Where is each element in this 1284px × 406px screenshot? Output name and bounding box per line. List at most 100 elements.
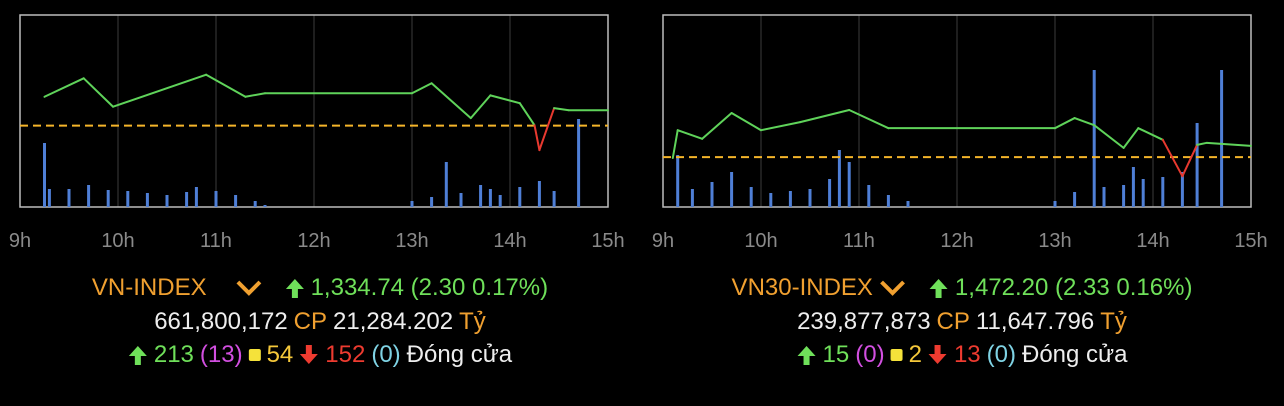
- volume-bar: [1141, 179, 1145, 207]
- volume-bar: [1122, 185, 1126, 207]
- price-line: [205, 73, 247, 98]
- volume-bar: [749, 187, 753, 207]
- volume-bar: [847, 162, 851, 207]
- index-name: VN30-INDEX: [731, 274, 873, 301]
- price-line: [1122, 127, 1140, 149]
- volume-bar: [676, 155, 680, 207]
- volume-bar: [194, 187, 198, 207]
- summary-row: VN30-INDEX 1,472.20 (2.33 0.16%): [732, 274, 1193, 302]
- volume-bar: [710, 182, 714, 207]
- volume-bar: [518, 187, 522, 207]
- summary-row: VN-INDEX 1,334.74 (2.30 0.17%): [92, 274, 548, 302]
- summary-row: 15 (0) 2 13 (0) Đóng cửa: [797, 341, 1128, 369]
- volume-bar: [886, 195, 890, 207]
- volume-bar: [253, 201, 257, 207]
- volume-bar: [1195, 123, 1199, 207]
- volume-bar: [552, 191, 556, 207]
- summary-row: 661,800,172 CP 21,284.202 Tỷ: [154, 308, 486, 336]
- chevron[interactable]: [879, 279, 907, 297]
- flat-icon: [248, 349, 261, 361]
- down-arrow: [928, 345, 947, 364]
- index-change: 1,472.20 (2.33 0.16%): [954, 274, 1193, 301]
- volume-bar: [730, 172, 734, 207]
- x-tick-label: 11h: [200, 230, 232, 252]
- price-line: [469, 94, 492, 120]
- volume-bar: [1053, 201, 1057, 207]
- price-line: [1137, 127, 1164, 141]
- volume-bar: [1180, 172, 1184, 207]
- down-arrow: [300, 345, 319, 364]
- x-tick-label: 12h: [940, 230, 973, 252]
- volume-bar: [906, 201, 910, 207]
- x-tick-label: 14h: [493, 230, 526, 252]
- chevron[interactable]: [235, 279, 263, 297]
- ceiling-count: (0): [855, 341, 885, 368]
- price-line: [1073, 117, 1096, 127]
- volume-bar: [165, 195, 169, 207]
- price-line: [82, 77, 115, 108]
- price-line: [1181, 143, 1199, 178]
- x-tick-label: 10h: [101, 230, 134, 252]
- x-tick-label: 9h: [652, 230, 674, 252]
- volume-bar: [459, 193, 463, 207]
- unchanged: 54: [266, 341, 294, 368]
- flat-icon: [890, 349, 903, 361]
- x-tick-label: 15h: [591, 230, 624, 252]
- volume-bar: [1092, 70, 1096, 207]
- price-line: [730, 112, 762, 132]
- price-line: [411, 82, 433, 95]
- volume-bar: [126, 191, 130, 207]
- decliners: 152: [325, 341, 366, 368]
- plot-frame: [662, 14, 1252, 208]
- volume-bar: [769, 193, 773, 207]
- volume-bar: [87, 185, 91, 207]
- price-line: [1205, 141, 1252, 147]
- volume-bar: [214, 191, 218, 207]
- price-line: [533, 124, 541, 152]
- price-line: [671, 129, 679, 159]
- up-arrow: [128, 346, 147, 365]
- charts: 9h 10h 11h 12h 13h 14h 15h 9h 10h 11h 12h 13h 14h 15h: [9, 14, 1268, 252]
- trade-value: 11,647.796: [975, 308, 1095, 335]
- unit-cp: CP: [293, 308, 328, 335]
- volume-bar: [185, 192, 189, 207]
- up-arrow: [285, 279, 304, 298]
- trade-volume: 661,800,172: [154, 308, 288, 335]
- x-tick-label: 15h: [1234, 230, 1267, 252]
- volume-bar: [537, 181, 541, 207]
- price-line: [538, 107, 556, 152]
- volume-bar: [106, 190, 110, 207]
- price-line: [430, 82, 472, 120]
- volume-bar: [867, 185, 871, 207]
- status: Đóng cửa: [1021, 341, 1128, 368]
- unit-cp: CP: [936, 308, 970, 335]
- volume-bar: [690, 189, 694, 207]
- x-tick-label: 13h: [1038, 230, 1071, 252]
- price-line: [1196, 141, 1208, 146]
- floor-count: (0): [986, 341, 1016, 368]
- volume-bar: [43, 143, 46, 207]
- price-line: [518, 102, 536, 127]
- price-line: [553, 107, 570, 112]
- unit-ty: Tỷ: [1100, 308, 1127, 335]
- decliners: 13: [953, 341, 981, 368]
- summary-row: 239,877,873 CP 11,647.796 Tỷ: [797, 308, 1127, 336]
- volume-bar: [234, 195, 238, 207]
- volume-bar: [430, 197, 434, 207]
- trade-volume: 239,877,873: [797, 308, 931, 335]
- volume-bar: [498, 195, 502, 207]
- volume-bar: [1131, 167, 1135, 207]
- volume-bar: [488, 189, 492, 207]
- price-line: [676, 129, 704, 140]
- up-arrow: [929, 279, 948, 298]
- volume-bar: [577, 119, 581, 207]
- price-line: [1161, 138, 1184, 178]
- volume-bar: [444, 162, 448, 207]
- price-line: [848, 108, 890, 130]
- volume-bar: [479, 185, 483, 207]
- volume-bar: [837, 150, 841, 207]
- volume-bar: [145, 193, 149, 207]
- volume-bar: [1073, 192, 1077, 207]
- trade-value: 21,284.202: [333, 308, 454, 335]
